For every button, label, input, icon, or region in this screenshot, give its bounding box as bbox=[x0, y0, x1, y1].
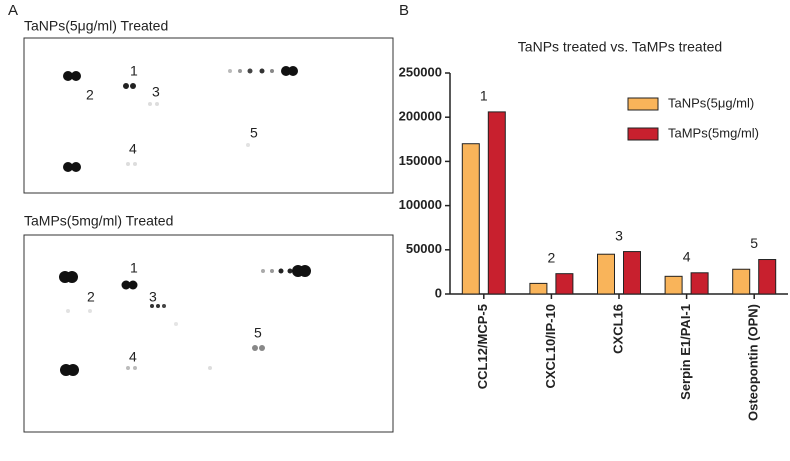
annotation: 5 bbox=[750, 235, 758, 251]
spot-label: 1 bbox=[130, 63, 138, 79]
blot-spots bbox=[63, 66, 298, 172]
x-tick-label: Serpin E1/PAI-1 bbox=[678, 304, 693, 400]
y-tick-label: 200000 bbox=[399, 109, 442, 124]
bar bbox=[555, 273, 574, 295]
panel-label: A bbox=[8, 2, 18, 19]
annotation: 2 bbox=[548, 249, 556, 265]
bar bbox=[597, 253, 615, 295]
spot-label: 3 bbox=[149, 289, 157, 305]
legend-swatch bbox=[627, 127, 659, 141]
bar bbox=[529, 282, 548, 295]
legend-swatch bbox=[627, 97, 659, 111]
spot-label: 4 bbox=[129, 141, 137, 157]
panel-label: B bbox=[399, 2, 409, 19]
spot-label: 5 bbox=[250, 125, 258, 141]
blot-frame bbox=[23, 37, 394, 194]
bar bbox=[664, 275, 683, 295]
spot-label: 1 bbox=[130, 260, 138, 276]
x-tick-label: CXCL10/IP-10 bbox=[543, 304, 558, 389]
y-tick-label: 50000 bbox=[406, 241, 442, 256]
spot-label: 2 bbox=[87, 289, 95, 305]
bar bbox=[732, 268, 751, 295]
x-tick-label: Osteopontin (OPN) bbox=[746, 304, 761, 421]
spot-label: 2 bbox=[86, 87, 94, 103]
bar bbox=[461, 143, 480, 295]
spot-label: 4 bbox=[129, 349, 137, 365]
blot-title: TaMPs(5mg/ml) Treated bbox=[24, 213, 173, 229]
x-tick-label: CCL12/MCP-5 bbox=[475, 304, 490, 389]
y-tick-label: 150000 bbox=[399, 153, 442, 168]
annotation: 1 bbox=[480, 88, 488, 104]
blot-title: TaNPs(5μg/ml) Treated bbox=[24, 18, 168, 34]
annotation: 3 bbox=[615, 227, 623, 243]
blot-spots bbox=[59, 265, 311, 376]
y-tick-label: 0 bbox=[435, 285, 442, 300]
x-tick-label: CXCL16 bbox=[610, 304, 625, 354]
legend-label: TaNPs(5μg/ml) bbox=[668, 95, 754, 110]
legend-label: TaMPs(5mg/ml) bbox=[668, 125, 759, 140]
y-tick-label: 250000 bbox=[399, 64, 442, 79]
bar bbox=[690, 272, 709, 295]
chart-title: TaNPs treated vs. TaMPs treated bbox=[518, 39, 722, 55]
bar bbox=[623, 251, 641, 295]
spot-label: 3 bbox=[152, 84, 160, 100]
annotation: 4 bbox=[683, 248, 691, 264]
blot-frame bbox=[23, 234, 394, 433]
bar bbox=[758, 259, 777, 295]
bar bbox=[487, 111, 506, 295]
spot-label: 5 bbox=[254, 325, 262, 341]
y-tick-label: 100000 bbox=[399, 197, 442, 212]
